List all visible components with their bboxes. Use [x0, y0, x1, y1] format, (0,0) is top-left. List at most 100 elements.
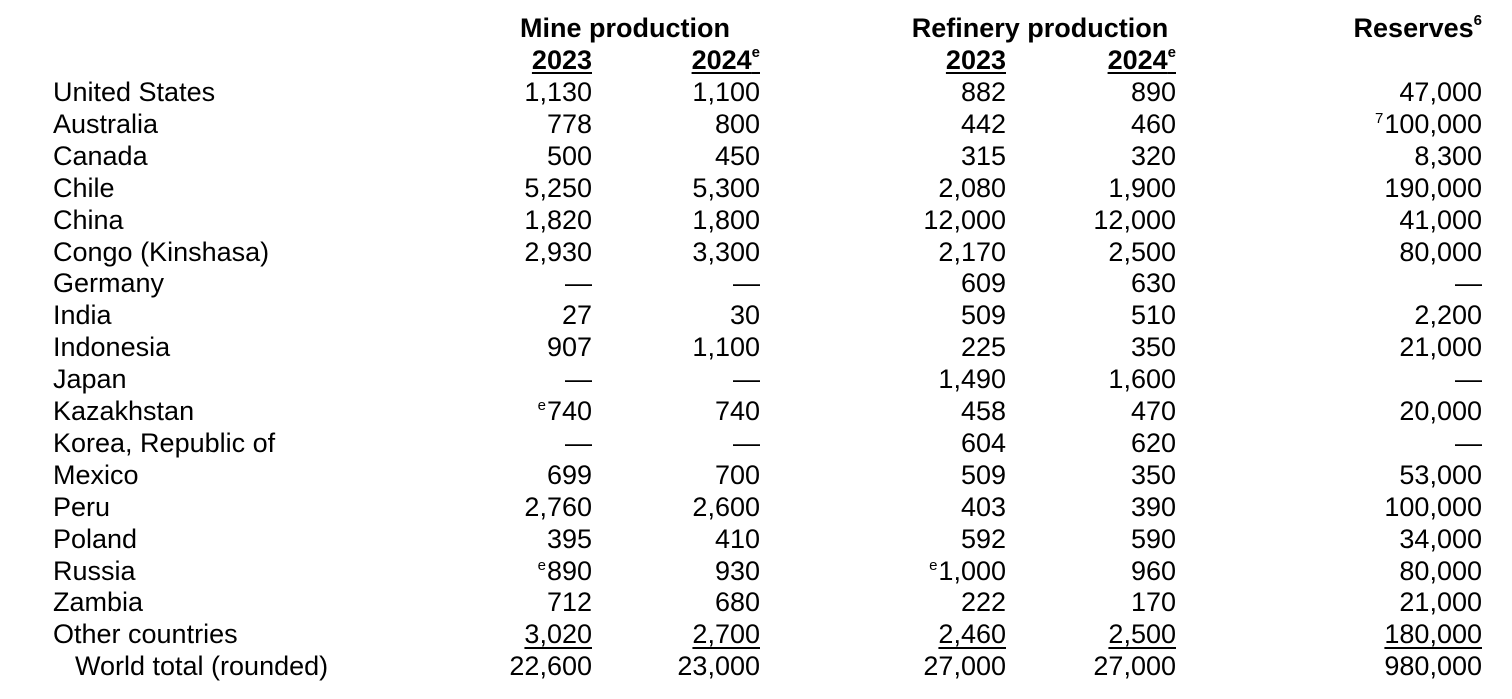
mine-2024-cell: 1,800	[692, 204, 760, 236]
refinery-2023-cell: 315	[961, 140, 1006, 172]
mine-2024-cell: 1,100	[692, 331, 760, 363]
cell-value: 800	[714, 108, 760, 139]
refinery-2023-cell: 882	[961, 76, 1006, 108]
refinery-2023-cell: 2,080	[938, 172, 1006, 204]
cell-value: 470	[1130, 396, 1176, 426]
table-row: Kazakhstan e740 740 458 470 20,000	[0, 395, 1512, 427]
mine-2023-cell: 3,020	[524, 618, 592, 650]
refinery-2024-cell: 320	[1131, 140, 1176, 172]
mine-2023-cell: 27	[562, 299, 592, 331]
cell-value: 2,760	[524, 491, 592, 522]
cell-value: 395	[546, 523, 592, 554]
mine-2023-cell: e740	[538, 395, 592, 432]
cell-value: 1,100	[692, 332, 760, 363]
refinery-2023-cell: 442	[961, 108, 1006, 140]
country-name: India	[53, 300, 112, 331]
header-mine-production: Mine production	[520, 13, 730, 43]
refinery-2023-cell: 2,460	[938, 618, 1006, 650]
cell-value: 2,500	[1108, 236, 1176, 267]
country-name: Russia	[53, 555, 136, 586]
reserves-cell: —	[1455, 267, 1482, 299]
cell-value: 1,490	[938, 364, 1006, 395]
reserves-cell: 41,000	[1399, 204, 1482, 236]
header-reserves: Reserves6	[1354, 13, 1482, 43]
refinery-2024-cell: 1,600	[1108, 363, 1176, 395]
table-row: Korea, Republic of — — 604 620 —	[0, 427, 1512, 459]
cell-value: 225	[960, 332, 1006, 363]
table-row: China 1,820 1,800 12,000 12,000 41,000	[0, 204, 1512, 236]
reserves-cell: 53,000	[1399, 459, 1482, 491]
cell-value: 5,300	[692, 172, 760, 203]
cell-value: 960	[1130, 555, 1176, 586]
refinery-2024-cell: 620	[1131, 427, 1176, 459]
cell-value: 2,170	[938, 236, 1006, 267]
cell-value: —	[565, 427, 592, 458]
footnote-mark: e	[537, 556, 546, 574]
mine-2023-cell: 5,250	[524, 172, 592, 204]
cell-value: 882	[960, 77, 1006, 107]
cell-value: 500	[546, 140, 592, 171]
cell-value: 592	[960, 523, 1006, 554]
cell-value: 740	[714, 396, 760, 426]
refinery-2023-cell: 2,170	[938, 236, 1006, 268]
cell-value: —	[733, 268, 760, 299]
cell-value: 30	[729, 300, 760, 331]
refinery-2024-cell: 960	[1131, 555, 1176, 587]
reserves-cell: 80,000	[1399, 555, 1482, 587]
mine-2023-cell: 395	[547, 523, 592, 555]
cell-value: —	[565, 364, 592, 395]
reserves-cell: —	[1455, 363, 1482, 395]
cell-value: 460	[1130, 108, 1176, 139]
table-row: Russia e890 930 e1,000 960 80,000	[0, 555, 1512, 587]
cell-value: 100,000	[1384, 491, 1482, 522]
cell-value: 680	[714, 587, 760, 618]
mine-2023-cell: —	[565, 267, 592, 299]
refinery-2023-cell: 1,490	[938, 363, 1006, 395]
cell-value: 1,820	[524, 204, 592, 235]
header-refinery-2023: 2023	[945, 45, 1006, 75]
cell-value: 2,080	[938, 172, 1006, 203]
cell-value: 3,020	[524, 619, 592, 650]
mine-2024-cell: 450	[715, 140, 760, 172]
table-row: Canada 500 450 315 320 8,300	[0, 140, 1512, 172]
country-name: Japan	[53, 364, 127, 395]
cell-value: 222	[960, 587, 1006, 618]
cell-value: 2,500	[1108, 619, 1176, 650]
footnote-mark: e	[537, 397, 546, 414]
refinery-2023-cell: 403	[961, 491, 1006, 523]
mine-2024-cell: 2,600	[692, 491, 760, 523]
mine-2024-cell: 800	[715, 108, 760, 140]
refinery-2023-cell: 509	[961, 299, 1006, 331]
country-name: Congo (Kinshasa)	[53, 236, 270, 267]
refinery-2024-cell: 350	[1131, 459, 1176, 491]
table-row-world-total: World total (rounded) 22,600 23,000 27,000 2…	[0, 650, 1512, 682]
mine-2024-cell: 3,300	[692, 236, 760, 268]
cell-value: —	[733, 427, 760, 458]
cell-value: 712	[546, 587, 592, 618]
refinery-2024-cell: 590	[1131, 523, 1176, 555]
mine-2024-cell: 1,100	[692, 76, 760, 108]
cell-value: 2,460	[938, 619, 1006, 650]
cell-value: 509	[960, 300, 1006, 331]
cell-value: 890	[546, 555, 592, 586]
cell-value: 350	[1130, 332, 1176, 363]
cell-value: 890	[1130, 77, 1176, 107]
country-name: Chile	[53, 172, 115, 203]
cell-value: 34,000	[1399, 523, 1482, 554]
refinery-2024-cell: 390	[1131, 491, 1176, 523]
reserves-cell: 8,300	[1414, 140, 1482, 172]
table-row: Germany — — 609 630 —	[0, 267, 1512, 299]
reserves-cell: —	[1455, 427, 1482, 459]
table-row: Congo (Kinshasa) 2,930 3,300 2,170 2,500 80,0…	[0, 236, 1512, 268]
refinery-2023-cell: e1,000	[929, 555, 1006, 592]
mine-2023-cell: —	[565, 363, 592, 395]
mine-2023-cell: —	[565, 427, 592, 459]
refinery-2024-cell: 2,500	[1108, 618, 1176, 650]
header-reserves-label: Reserves	[1353, 13, 1474, 43]
mine-2023-cell: e890	[538, 555, 592, 592]
table-row: Other countries 3,020 2,700 2,460 2,500 180,0…	[0, 618, 1512, 650]
cell-value: —	[565, 268, 592, 299]
cell-value: 410	[714, 523, 760, 554]
refinery-2024-cell: 170	[1131, 586, 1176, 618]
country-name: Korea, Republic of	[53, 427, 276, 458]
